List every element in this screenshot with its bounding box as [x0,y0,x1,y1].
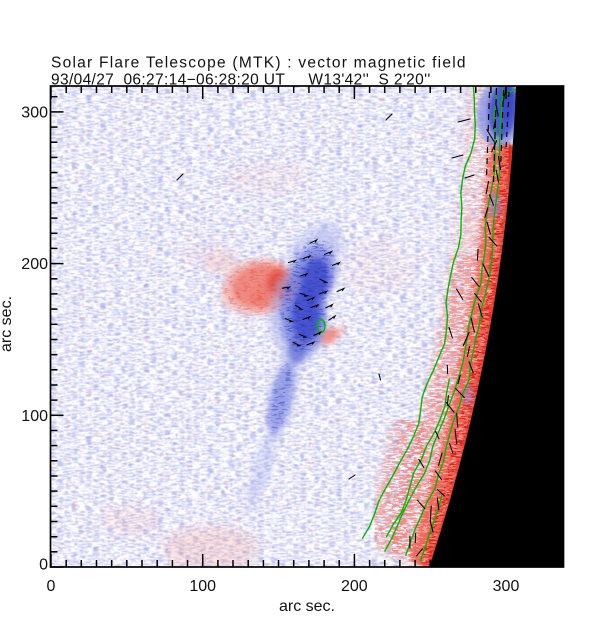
svg-text:Solar Flare Telescope (MTK) :: Solar Flare Telescope (MTK) : vector mag… [51,55,467,72]
svg-text:200: 200 [341,578,368,595]
svg-text:0: 0 [39,557,48,574]
svg-text:100: 100 [21,408,48,425]
svg-text:0: 0 [47,578,56,595]
svg-text:arc sec.: arc sec. [0,296,15,352]
svg-text:300: 300 [493,578,520,595]
svg-text:300: 300 [21,104,48,121]
svg-text:100: 100 [189,578,216,595]
svg-text:200: 200 [21,256,48,273]
svg-text:93/04/27 06:27:14−06:28:20 UT: 93/04/27 06:27:14−06:28:20 UT W13'42'' S… [51,71,431,88]
svg-text:arc sec.: arc sec. [279,598,335,615]
